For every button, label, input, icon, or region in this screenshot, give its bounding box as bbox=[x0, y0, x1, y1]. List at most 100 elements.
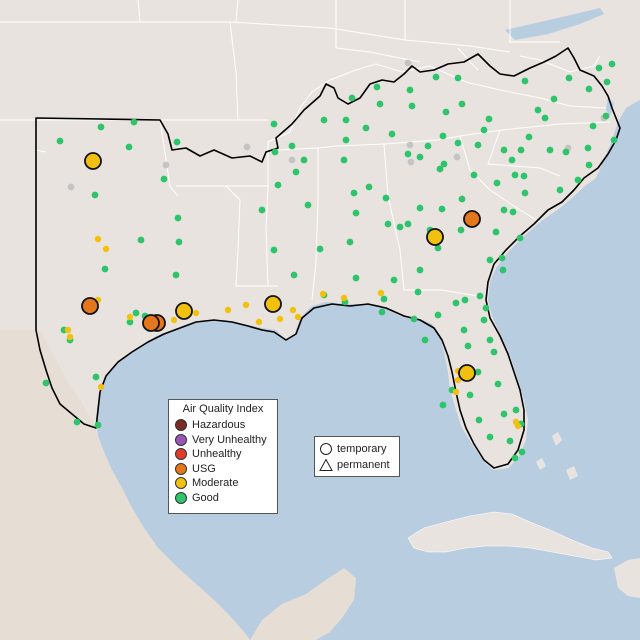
site-augusta-usg[interactable] bbox=[463, 210, 481, 228]
monitor-good[interactable] bbox=[492, 228, 500, 236]
site-oklahoma-moderate[interactable] bbox=[84, 152, 102, 170]
monitor-good[interactable] bbox=[346, 238, 354, 246]
monitor-good[interactable] bbox=[352, 274, 360, 282]
monitor-moderate[interactable] bbox=[242, 301, 250, 309]
monitor-good[interactable] bbox=[408, 102, 416, 110]
monitor-good[interactable] bbox=[511, 171, 519, 179]
monitor-good[interactable] bbox=[541, 114, 549, 122]
monitor-good[interactable] bbox=[137, 236, 145, 244]
monitor-good[interactable] bbox=[320, 116, 328, 124]
monitor-good[interactable] bbox=[525, 133, 533, 141]
monitor-good[interactable] bbox=[603, 78, 611, 86]
monitor-good[interactable] bbox=[126, 318, 134, 326]
monitor-moderate[interactable] bbox=[66, 333, 74, 341]
monitor-good[interactable] bbox=[436, 165, 444, 173]
monitor-good[interactable] bbox=[500, 146, 508, 154]
monitor-moderate[interactable] bbox=[170, 316, 178, 324]
monitor-good[interactable] bbox=[521, 77, 529, 85]
monitor-good[interactable] bbox=[550, 95, 558, 103]
monitor-nodata[interactable] bbox=[288, 156, 296, 164]
monitor-good[interactable] bbox=[92, 373, 100, 381]
monitor-good[interactable] bbox=[404, 150, 412, 158]
monitor-moderate[interactable] bbox=[377, 289, 385, 297]
monitor-moderate[interactable] bbox=[276, 315, 284, 323]
monitor-good[interactable] bbox=[464, 342, 472, 350]
monitor-moderate[interactable] bbox=[514, 422, 522, 430]
monitor-good[interactable] bbox=[416, 204, 424, 212]
monitor-good[interactable] bbox=[454, 74, 462, 82]
monitor-good[interactable] bbox=[342, 136, 350, 144]
monitor-good[interactable] bbox=[454, 139, 462, 147]
monitor-good[interactable] bbox=[274, 181, 282, 189]
monitor-good[interactable] bbox=[288, 142, 296, 150]
monitor-good[interactable] bbox=[421, 336, 429, 344]
monitor-good[interactable] bbox=[362, 124, 370, 132]
monitor-good[interactable] bbox=[458, 195, 466, 203]
monitor-moderate[interactable] bbox=[94, 235, 102, 243]
monitor-good[interactable] bbox=[384, 220, 392, 228]
monitor-good[interactable] bbox=[608, 60, 616, 68]
monitor-nodata[interactable] bbox=[67, 183, 75, 191]
monitor-good[interactable] bbox=[485, 115, 493, 123]
monitor-good[interactable] bbox=[517, 146, 525, 154]
monitor-good[interactable] bbox=[574, 176, 582, 184]
monitor-good[interactable] bbox=[56, 137, 64, 145]
monitor-good[interactable] bbox=[516, 234, 524, 242]
monitor-moderate[interactable] bbox=[294, 313, 302, 321]
monitor-good[interactable] bbox=[373, 83, 381, 91]
monitor-good[interactable] bbox=[101, 265, 109, 273]
monitor-good[interactable] bbox=[565, 74, 573, 82]
monitor-good[interactable] bbox=[390, 276, 398, 284]
monitor-nodata[interactable] bbox=[404, 59, 412, 67]
site-houston-usg[interactable] bbox=[142, 314, 160, 332]
monitor-good[interactable] bbox=[482, 304, 490, 312]
monitor-good[interactable] bbox=[290, 271, 298, 279]
monitor-good[interactable] bbox=[432, 73, 440, 81]
monitor-nodata[interactable] bbox=[243, 143, 251, 151]
site-beaumont-moderate[interactable] bbox=[175, 302, 193, 320]
monitor-good[interactable] bbox=[439, 132, 447, 140]
monitor-good[interactable] bbox=[414, 288, 422, 296]
monitor-good[interactable] bbox=[475, 416, 483, 424]
monitor-good[interactable] bbox=[342, 116, 350, 124]
monitor-good[interactable] bbox=[474, 368, 482, 376]
monitor-good[interactable] bbox=[350, 189, 358, 197]
monitor-good[interactable] bbox=[512, 406, 520, 414]
monitor-good[interactable] bbox=[300, 156, 308, 164]
monitor-good[interactable] bbox=[595, 64, 603, 72]
monitor-moderate[interactable] bbox=[97, 383, 105, 391]
monitor-good[interactable] bbox=[562, 148, 570, 156]
monitor-good[interactable] bbox=[416, 153, 424, 161]
monitor-good[interactable] bbox=[125, 143, 133, 151]
monitor-moderate[interactable] bbox=[102, 245, 110, 253]
monitor-good[interactable] bbox=[470, 171, 478, 179]
monitor-good[interactable] bbox=[486, 336, 494, 344]
monitor-good[interactable] bbox=[493, 179, 501, 187]
monitor-good[interactable] bbox=[585, 161, 593, 169]
monitor-good[interactable] bbox=[546, 146, 554, 154]
monitor-nodata[interactable] bbox=[407, 158, 415, 166]
monitor-good[interactable] bbox=[130, 118, 138, 126]
monitor-good[interactable] bbox=[316, 245, 324, 253]
monitor-good[interactable] bbox=[452, 299, 460, 307]
monitor-good[interactable] bbox=[258, 206, 266, 214]
monitor-nodata[interactable] bbox=[453, 153, 461, 161]
monitor-good[interactable] bbox=[91, 191, 99, 199]
monitor-good[interactable] bbox=[271, 148, 279, 156]
monitor-good[interactable] bbox=[270, 246, 278, 254]
monitor-good[interactable] bbox=[534, 106, 542, 114]
monitor-good[interactable] bbox=[416, 266, 424, 274]
monitor-good[interactable] bbox=[556, 186, 564, 194]
monitor-good[interactable] bbox=[480, 126, 488, 134]
monitor-moderate[interactable] bbox=[224, 306, 232, 314]
monitor-good[interactable] bbox=[175, 238, 183, 246]
monitor-good[interactable] bbox=[352, 209, 360, 217]
monitor-good[interactable] bbox=[396, 223, 404, 231]
monitor-good[interactable] bbox=[73, 418, 81, 426]
monitor-good[interactable] bbox=[486, 433, 494, 441]
monitor-good[interactable] bbox=[438, 205, 446, 213]
monitor-good[interactable] bbox=[461, 296, 469, 304]
monitor-good[interactable] bbox=[388, 130, 396, 138]
monitor-good[interactable] bbox=[382, 194, 390, 202]
monitor-good[interactable] bbox=[499, 266, 507, 274]
